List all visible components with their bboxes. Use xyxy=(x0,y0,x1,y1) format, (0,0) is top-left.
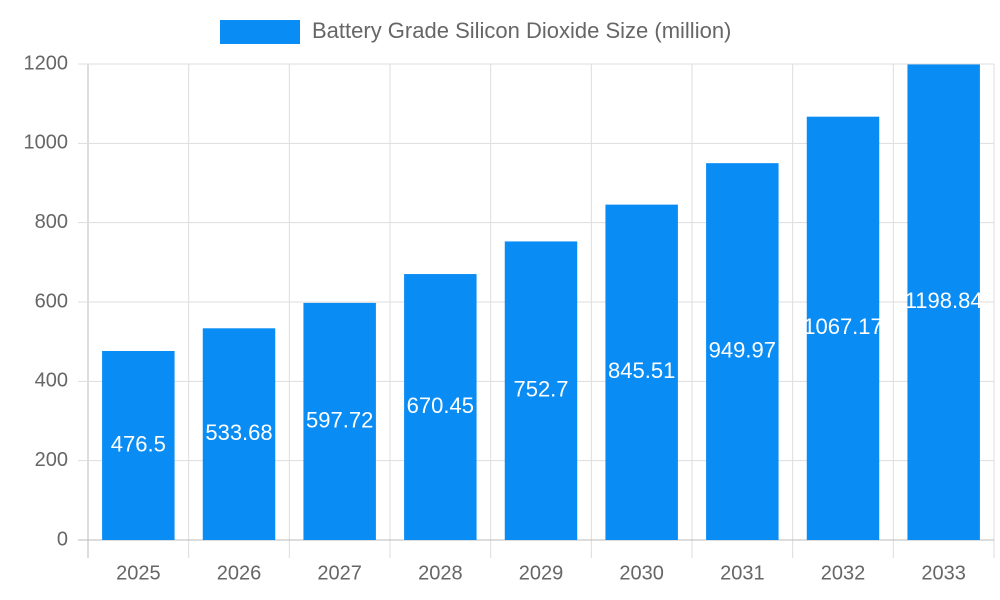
bar xyxy=(504,241,578,540)
data-label: 1198.84 xyxy=(905,288,983,313)
y-tick-label: 1000 xyxy=(24,132,69,154)
y-tick-label: 1200 xyxy=(24,52,69,74)
bar xyxy=(202,328,276,540)
y-tick-label: 200 xyxy=(35,449,68,471)
bar xyxy=(907,64,980,540)
y-tick-label: 400 xyxy=(35,370,68,392)
bar xyxy=(303,302,376,540)
x-tick-label: 2029 xyxy=(519,562,564,584)
data-label: 476.5 xyxy=(111,431,166,456)
data-label: 949.97 xyxy=(709,337,776,362)
x-tick-label: 2031 xyxy=(720,562,765,584)
y-tick-label: 600 xyxy=(35,290,68,312)
data-label: 597.72 xyxy=(306,407,373,432)
x-tick-label: 2033 xyxy=(921,562,966,584)
data-label: 533.68 xyxy=(205,420,272,445)
data-label: 670.45 xyxy=(407,393,474,418)
data-label: 1067.17 xyxy=(803,314,883,339)
bar xyxy=(404,274,477,540)
x-tick-label: 2028 xyxy=(418,562,463,584)
legend-swatch[interactable] xyxy=(220,20,300,44)
bar xyxy=(806,116,880,540)
y-tick-label: 0 xyxy=(57,528,68,550)
x-tick-label: 2026 xyxy=(217,562,262,584)
data-label: 845.51 xyxy=(608,358,675,383)
data-label: 752.7 xyxy=(513,377,568,402)
x-tick-label: 2027 xyxy=(317,562,362,584)
x-tick-label: 2025 xyxy=(116,562,161,584)
legend-label[interactable]: Battery Grade Silicon Dioxide Size (mill… xyxy=(312,18,731,43)
x-tick-label: 2032 xyxy=(821,562,866,584)
bar xyxy=(706,163,779,540)
bar xyxy=(102,350,175,540)
x-tick-label: 2030 xyxy=(619,562,664,584)
y-tick-label: 800 xyxy=(35,211,68,233)
bar xyxy=(605,204,678,540)
